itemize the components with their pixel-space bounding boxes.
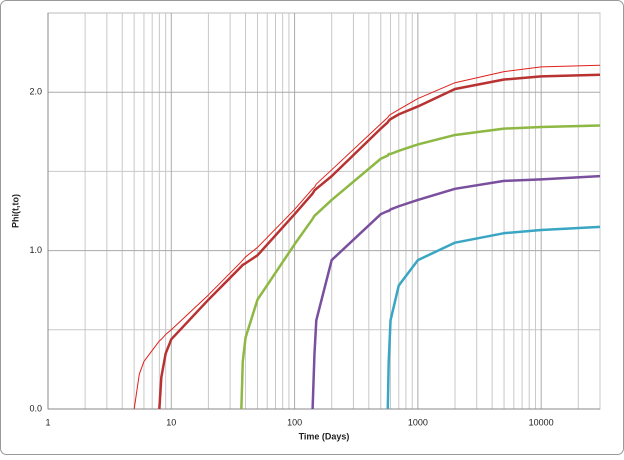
x-tick-label: 1000 [408, 417, 428, 427]
series-line [158, 73, 601, 410]
y-tick-label: 2.0 [29, 87, 42, 97]
series-line [133, 64, 601, 410]
y-axis-label: Phi(t,to) [10, 194, 20, 228]
x-tick-label: 10000 [529, 417, 554, 427]
plot-area [47, 12, 601, 410]
x-tick-label: 1 [45, 417, 50, 427]
x-axis-label: Time (Days) [299, 431, 350, 441]
y-tick-label: 0.0 [29, 403, 42, 413]
series-line [311, 174, 601, 410]
x-tick-label: 10 [166, 417, 176, 427]
series-line [240, 124, 601, 410]
x-tick-label: 100 [287, 417, 302, 427]
y-tick-label: 1.0 [29, 245, 42, 255]
series-line [386, 225, 601, 410]
